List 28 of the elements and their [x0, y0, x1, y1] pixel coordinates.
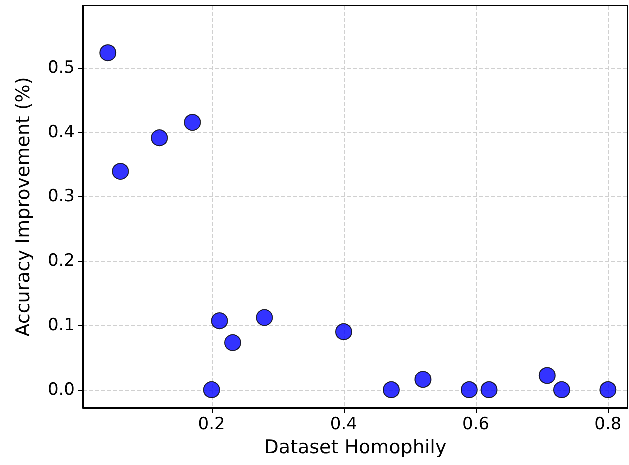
point: [480, 381, 498, 398]
x-tick-label: 0.4: [330, 414, 358, 434]
point: [112, 163, 130, 180]
point: [256, 309, 274, 326]
point: [600, 381, 617, 398]
point: [383, 381, 400, 398]
point: [553, 381, 570, 398]
x-tick-label: 0.2: [198, 414, 226, 434]
point: [203, 381, 220, 398]
point: [211, 312, 228, 330]
y-tick-label: 0.5: [48, 58, 75, 78]
y-tick-label: 0.3: [48, 186, 75, 207]
x-tick-label: 0.8: [594, 414, 622, 434]
point: [414, 371, 432, 388]
y-tick-label: 0.4: [48, 122, 75, 142]
point: [460, 381, 478, 398]
point: [100, 44, 117, 62]
y-tick-label: 0.0: [48, 380, 75, 400]
point: [184, 114, 202, 132]
y-tick-label: 0.1: [48, 316, 75, 336]
point: [151, 130, 168, 147]
point: [538, 367, 556, 384]
point: [224, 334, 242, 352]
y-tick-label: 0.2: [48, 251, 75, 272]
x-axis-title: Dataset Homophily: [264, 436, 447, 458]
point: [335, 323, 352, 340]
y-axis-title: Accuracy Improvement (%): [12, 77, 34, 337]
x-tick-label: 0.6: [462, 414, 490, 434]
